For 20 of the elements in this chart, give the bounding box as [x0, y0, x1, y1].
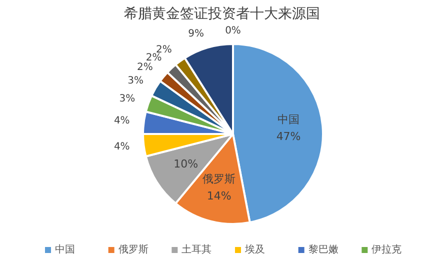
data-label: 3%: [128, 76, 144, 87]
slice-label: 中国: [278, 113, 300, 126]
data-label: 10%: [174, 157, 198, 170]
slice-label: 俄罗斯: [202, 172, 236, 186]
data-label: 47%: [276, 130, 301, 144]
data-label: 2%: [136, 62, 153, 74]
data-label: 3%: [119, 93, 136, 104]
legend-label: 伊拉克: [372, 244, 402, 256]
legend-label: 土耳其: [182, 244, 212, 256]
legend-label: 黎巴嫩: [308, 244, 338, 256]
text: 0%: [225, 26, 241, 36]
legend-label: 埃及: [244, 244, 265, 256]
data-label: 4%: [114, 115, 130, 126]
data-label: 2%: [146, 52, 162, 64]
chart-title: 希腊黄金签证投资者十大来源国: [124, 6, 320, 22]
legend-label: 俄罗斯: [118, 244, 148, 256]
data-label: 9%: [188, 28, 204, 40]
legend-label: 中国: [55, 244, 75, 256]
data-label: 4%: [114, 142, 130, 153]
data-label: 14%: [206, 190, 232, 203]
